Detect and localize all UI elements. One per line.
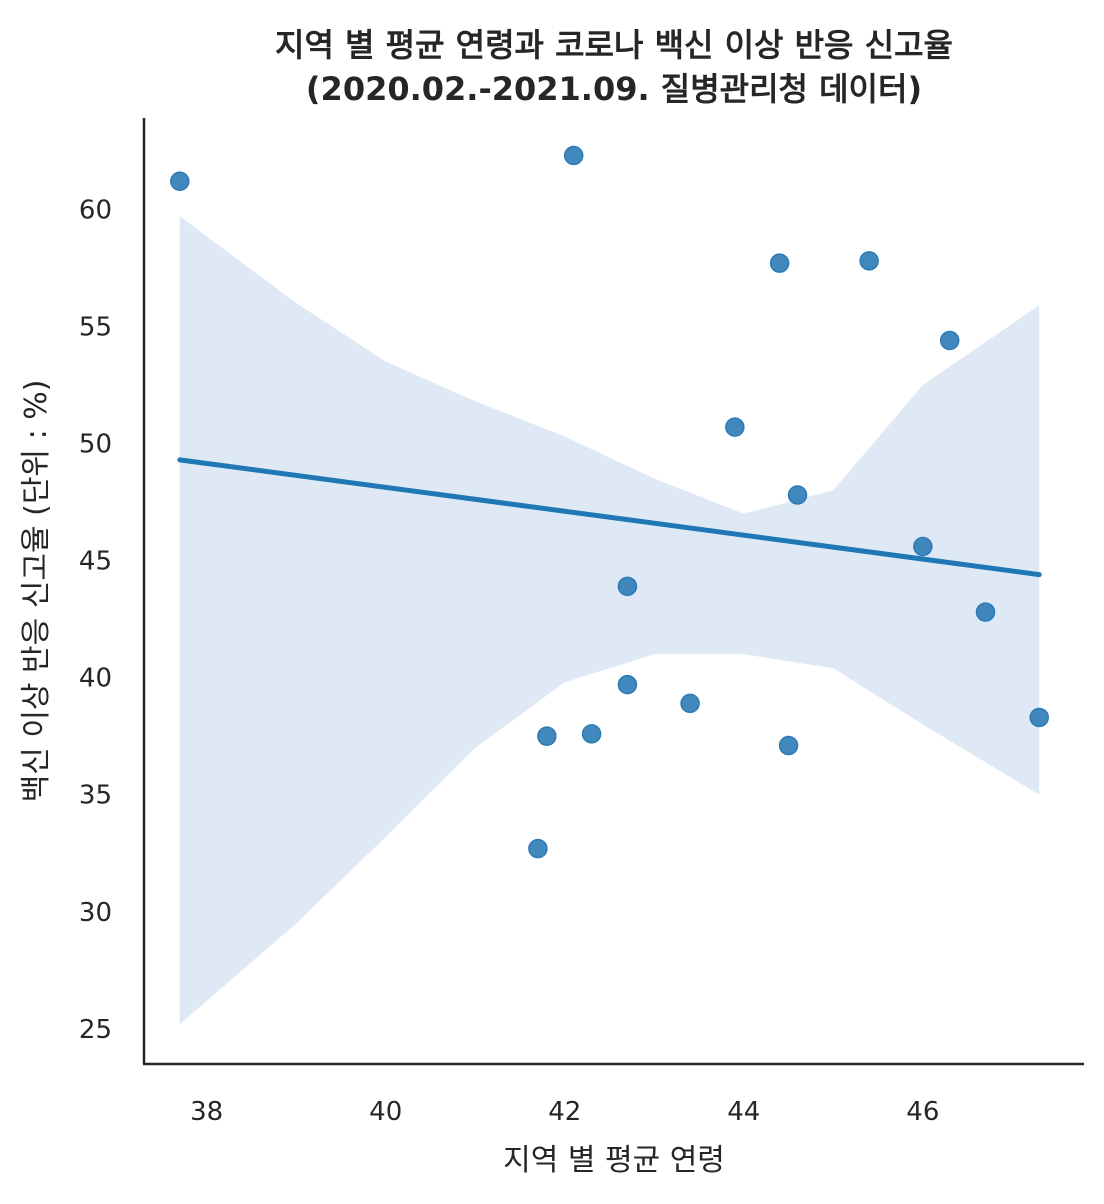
data-point-12: [787, 485, 808, 505]
confidence-band-layer: [179, 216, 1040, 1025]
data-point-9: [725, 417, 745, 437]
y-tick-label-30: 30: [79, 898, 112, 928]
chart-subtitle: (2020.02.-2021.09. 질병관리청 데이터): [306, 70, 922, 108]
y-tick-label-60: 60: [79, 195, 112, 225]
data-point-13: [859, 251, 879, 271]
regression-line: [177, 457, 1042, 578]
data-point-15: [939, 330, 960, 351]
data-point-1: [170, 171, 190, 191]
y-tick-labels: 25 30 35 40 45 50 55 60: [79, 195, 112, 1045]
data-point-3: [537, 726, 557, 746]
data-point-5: [581, 724, 602, 744]
data-point-14: [913, 536, 933, 557]
data-point-2: [528, 838, 548, 859]
y-tick-label-25: 25: [79, 1015, 112, 1045]
x-tick-labels: 38 40 42 44 46: [190, 1097, 939, 1127]
y-tick-label-50: 50: [79, 429, 112, 459]
x-axis-label: 지역 별 평균 연령: [503, 1143, 725, 1178]
data-point-4: [563, 145, 584, 166]
data-point-17: [1029, 707, 1049, 728]
y-axis-label: 백신 이상 반응 신고율 (단위 : %): [19, 380, 54, 803]
x-tick-label-42: 42: [548, 1097, 581, 1127]
data-point-7: [617, 674, 638, 695]
data-point-10: [769, 253, 790, 273]
y-tick-label-45: 45: [79, 547, 112, 577]
x-tick-label-38: 38: [190, 1097, 223, 1127]
x-tick-label-44: 44: [727, 1097, 760, 1127]
data-points-layer: [170, 145, 1049, 859]
chart-title: 지역 별 평균 연령과 코로나 백신 이상 반응 신고율: [275, 26, 953, 64]
confidence-band: [179, 216, 1040, 1025]
data-point-16: [975, 602, 996, 622]
regression-line-layer: [177, 457, 1042, 578]
y-tick-label-55: 55: [79, 312, 112, 342]
x-tick-label-40: 40: [369, 1097, 402, 1127]
data-point-6: [617, 576, 638, 597]
data-point-11: [778, 735, 799, 756]
y-tick-label-35: 35: [79, 781, 112, 811]
data-point-8: [680, 693, 700, 714]
y-tick-label-40: 40: [79, 664, 112, 694]
x-tick-label-46: 46: [906, 1097, 939, 1127]
